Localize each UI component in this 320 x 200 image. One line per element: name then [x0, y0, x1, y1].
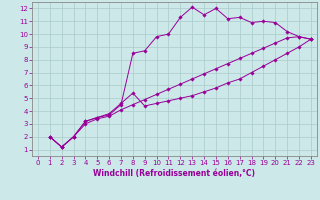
X-axis label: Windchill (Refroidissement éolien,°C): Windchill (Refroidissement éolien,°C)	[93, 169, 255, 178]
